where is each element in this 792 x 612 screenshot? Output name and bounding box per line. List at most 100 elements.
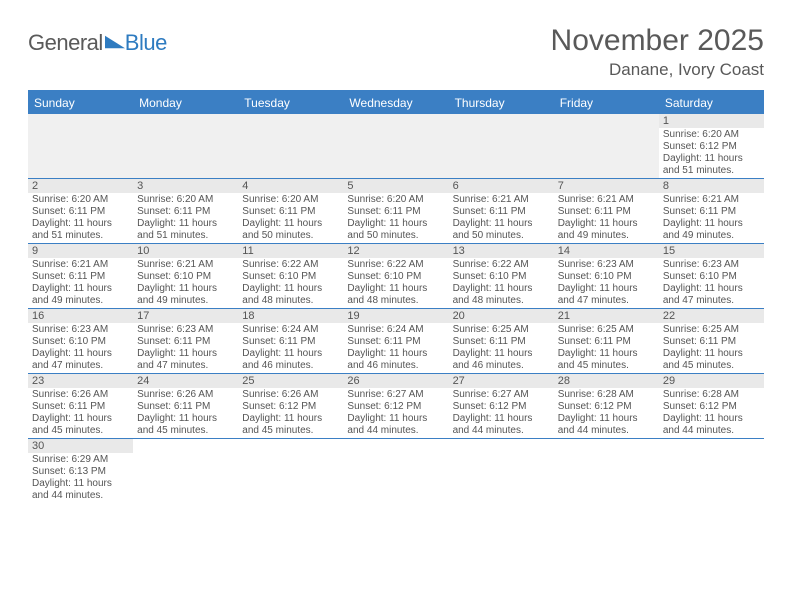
daylight-text: and 50 minutes. [242,230,339,242]
day-number: 29 [659,374,764,388]
daylight-text: and 44 minutes. [347,425,444,437]
sunset-text: Sunset: 6:11 PM [242,336,339,348]
day-cell: 6Sunrise: 6:21 AMSunset: 6:11 PMDaylight… [449,179,554,243]
day-cell: 26Sunrise: 6:27 AMSunset: 6:12 PMDayligh… [343,374,448,438]
sunset-text: Sunset: 6:12 PM [242,401,339,413]
daylight-text: Daylight: 11 hours [453,283,550,295]
daylight-text: and 49 minutes. [663,230,760,242]
day-number: 30 [28,439,133,453]
day-cell: 4Sunrise: 6:20 AMSunset: 6:11 PMDaylight… [238,179,343,243]
dow-tuesday: Tuesday [238,92,343,114]
daylight-text: Daylight: 11 hours [242,413,339,425]
weeks-container: 1Sunrise: 6:20 AMSunset: 6:12 PMDaylight… [28,114,764,503]
day-cell: 8Sunrise: 6:21 AMSunset: 6:11 PMDaylight… [659,179,764,243]
day-number: 8 [659,179,764,193]
daylight-text: Daylight: 11 hours [347,413,444,425]
day-cell: 21Sunrise: 6:25 AMSunset: 6:11 PMDayligh… [554,309,659,373]
daylight-text: Daylight: 11 hours [347,348,444,360]
daylight-text: and 45 minutes. [137,425,234,437]
sunset-text: Sunset: 6:10 PM [453,271,550,283]
daylight-text: and 48 minutes. [347,295,444,307]
logo-text-general: General [28,30,103,56]
dow-monday: Monday [133,92,238,114]
sunrise-text: Sunrise: 6:29 AM [32,454,129,466]
daylight-text: Daylight: 11 hours [347,283,444,295]
sunrise-text: Sunrise: 6:21 AM [663,194,760,206]
sunset-text: Sunset: 6:11 PM [663,206,760,218]
sunset-text: Sunset: 6:11 PM [347,206,444,218]
daylight-text: Daylight: 11 hours [32,283,129,295]
dow-thursday: Thursday [449,92,554,114]
day-cell: 14Sunrise: 6:23 AMSunset: 6:10 PMDayligh… [554,244,659,308]
sunrise-text: Sunrise: 6:20 AM [242,194,339,206]
sunset-text: Sunset: 6:10 PM [663,271,760,283]
week-row: 30Sunrise: 6:29 AMSunset: 6:13 PMDayligh… [28,439,764,503]
day-number: 13 [449,244,554,258]
day-number: 7 [554,179,659,193]
sunrise-text: Sunrise: 6:23 AM [663,259,760,271]
daylight-text: and 46 minutes. [347,360,444,372]
sunrise-text: Sunrise: 6:27 AM [347,389,444,401]
week-row: 1Sunrise: 6:20 AMSunset: 6:12 PMDaylight… [28,114,764,179]
sunset-text: Sunset: 6:13 PM [32,466,129,478]
sunrise-text: Sunrise: 6:21 AM [32,259,129,271]
daylight-text: and 44 minutes. [558,425,655,437]
sunrise-text: Sunrise: 6:27 AM [453,389,550,401]
dow-wednesday: Wednesday [343,92,448,114]
day-number: 14 [554,244,659,258]
day-number: 16 [28,309,133,323]
day-number: 24 [133,374,238,388]
day-number: 22 [659,309,764,323]
sunset-text: Sunset: 6:11 PM [32,271,129,283]
dow-saturday: Saturday [659,92,764,114]
day-number: 27 [449,374,554,388]
day-cell: 25Sunrise: 6:26 AMSunset: 6:12 PMDayligh… [238,374,343,438]
daylight-text: Daylight: 11 hours [663,218,760,230]
sunset-text: Sunset: 6:12 PM [663,141,760,153]
week-row: 23Sunrise: 6:26 AMSunset: 6:11 PMDayligh… [28,374,764,439]
day-cell: 2Sunrise: 6:20 AMSunset: 6:11 PMDaylight… [28,179,133,243]
logo-triangle-icon [105,36,125,49]
empty-cell [238,114,343,178]
week-row: 2Sunrise: 6:20 AMSunset: 6:11 PMDaylight… [28,179,764,244]
sunrise-text: Sunrise: 6:23 AM [137,324,234,336]
daylight-text: Daylight: 11 hours [32,348,129,360]
empty-cell [133,439,238,503]
day-cell: 10Sunrise: 6:21 AMSunset: 6:10 PMDayligh… [133,244,238,308]
day-cell: 9Sunrise: 6:21 AMSunset: 6:11 PMDaylight… [28,244,133,308]
daylight-text: Daylight: 11 hours [663,348,760,360]
sunset-text: Sunset: 6:11 PM [453,206,550,218]
empty-cell [449,439,554,503]
sunset-text: Sunset: 6:11 PM [32,401,129,413]
daylight-text: and 51 minutes. [663,165,760,177]
day-cell: 18Sunrise: 6:24 AMSunset: 6:11 PMDayligh… [238,309,343,373]
sunset-text: Sunset: 6:12 PM [453,401,550,413]
sunrise-text: Sunrise: 6:22 AM [347,259,444,271]
day-cell: 24Sunrise: 6:26 AMSunset: 6:11 PMDayligh… [133,374,238,438]
day-cell: 11Sunrise: 6:22 AMSunset: 6:10 PMDayligh… [238,244,343,308]
sunrise-text: Sunrise: 6:28 AM [663,389,760,401]
sunset-text: Sunset: 6:11 PM [242,206,339,218]
page: General Blue November 2025 Danane, Ivory… [0,0,792,503]
daylight-text: and 47 minutes. [663,295,760,307]
week-row: 9Sunrise: 6:21 AMSunset: 6:11 PMDaylight… [28,244,764,309]
empty-cell [343,114,448,178]
daylight-text: Daylight: 11 hours [242,283,339,295]
empty-cell [133,114,238,178]
empty-cell [28,114,133,178]
daylight-text: Daylight: 11 hours [453,413,550,425]
sunrise-text: Sunrise: 6:24 AM [347,324,444,336]
day-cell: 5Sunrise: 6:20 AMSunset: 6:11 PMDaylight… [343,179,448,243]
sunrise-text: Sunrise: 6:23 AM [32,324,129,336]
day-cell: 12Sunrise: 6:22 AMSunset: 6:10 PMDayligh… [343,244,448,308]
daylight-text: Daylight: 11 hours [558,348,655,360]
day-number: 25 [238,374,343,388]
day-number: 1 [659,114,764,128]
sunrise-text: Sunrise: 6:20 AM [137,194,234,206]
daylight-text: Daylight: 11 hours [32,413,129,425]
daylight-text: and 48 minutes. [242,295,339,307]
daylight-text: Daylight: 11 hours [32,478,129,490]
sunrise-text: Sunrise: 6:21 AM [137,259,234,271]
sunset-text: Sunset: 6:10 PM [32,336,129,348]
daylight-text: Daylight: 11 hours [347,218,444,230]
